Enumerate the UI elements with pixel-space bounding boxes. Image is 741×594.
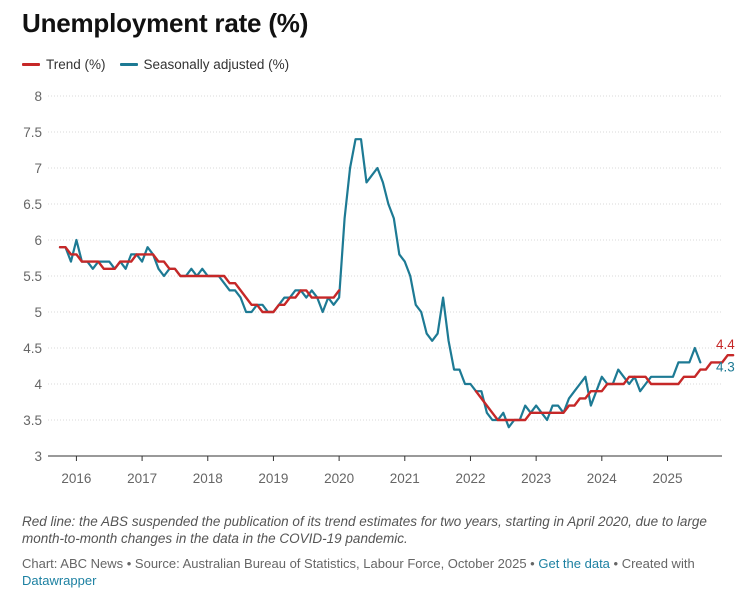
y-tick-label: 4.5	[23, 341, 42, 356]
x-tick-label: 2023	[521, 471, 551, 486]
x-tick-label: 2022	[455, 471, 485, 486]
x-tick-label: 2025	[652, 471, 682, 486]
legend-item-trend: Trend (%)	[22, 57, 106, 72]
end-label-trend: 4.4	[716, 337, 735, 352]
y-tick-label: 4	[34, 377, 42, 392]
footer-created-with: • Created with	[609, 556, 695, 571]
x-tick-label: 2021	[390, 471, 420, 486]
y-tick-label: 3.5	[23, 413, 42, 428]
y-tick-label: 7.5	[23, 125, 42, 140]
legend-swatch-seasonally-adjusted	[119, 63, 138, 66]
y-tick-label: 3	[34, 449, 42, 464]
datawrapper-link[interactable]: Datawrapper	[22, 573, 97, 588]
series-line-trend-segment-1	[58, 246, 341, 314]
x-tick-label: 2020	[324, 471, 354, 486]
legend-swatch-trend	[22, 63, 40, 66]
chart-footer: Chart: ABC News • Source: Australian Bur…	[22, 555, 722, 589]
chart-title: Unemployment rate (%)	[22, 8, 309, 38]
get-data-link[interactable]: Get the data	[538, 556, 610, 571]
x-tick-label: 2016	[61, 471, 91, 486]
x-tick-label: 2017	[127, 471, 157, 486]
x-tick-label: 2018	[193, 471, 223, 486]
legend: Trend (%) Seasonally adjusted (%)	[22, 57, 303, 72]
y-tick-label: 7	[34, 161, 42, 176]
legend-label-seasonally-adjusted: Seasonally adjusted (%)	[143, 57, 290, 72]
y-tick-label: 8	[34, 89, 42, 104]
y-tick-label: 6.5	[23, 197, 42, 212]
legend-label-trend: Trend (%)	[46, 57, 106, 72]
x-tick-label: 2019	[258, 471, 288, 486]
chart-note: Red line: the ABS suspended the publicat…	[22, 514, 707, 546]
series-line-trend-segment-2	[474, 354, 735, 422]
y-tick-label: 5	[34, 305, 42, 320]
footer-source: Chart: ABC News • Source: Australian Bur…	[22, 556, 539, 571]
series-line-seasonally-adjusted	[58, 138, 702, 429]
end-label-seasonally-adjusted: 4.3	[716, 359, 735, 374]
y-tick-label: 6	[34, 233, 42, 248]
line-chart: 3 3.5 4 4.5 5 5.5 6 6.5 7 7.5 8 2016 2017 2018 2019 202…	[23, 89, 735, 486]
y-tick-label: 5.5	[23, 269, 42, 284]
legend-item-seasonally-adjusted: Seasonally adjusted (%)	[119, 57, 290, 72]
x-tick-label: 2024	[587, 471, 618, 486]
